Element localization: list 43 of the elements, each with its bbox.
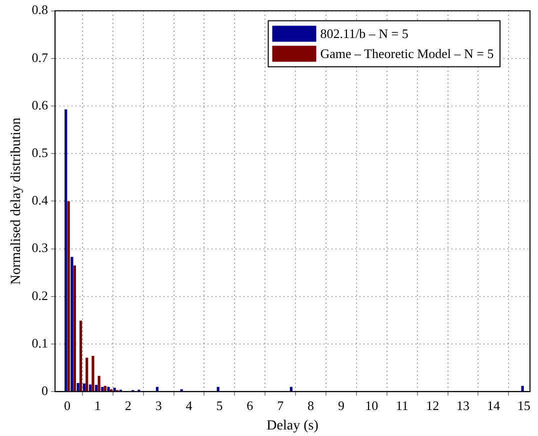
y-axis-title: Normalised delay distribution: [9, 118, 24, 285]
y-tick-label: 0.4: [32, 192, 49, 208]
bar: [70, 256, 74, 392]
bar: [64, 109, 68, 392]
x-tick-label: 8: [308, 398, 314, 413]
x-tick-label: 4: [186, 398, 193, 413]
x-tick-label: 6: [246, 398, 254, 413]
bar: [95, 384, 98, 392]
x-tick-label: 15: [517, 398, 530, 413]
bar: [73, 265, 76, 392]
y-tick-label: 0.7: [32, 50, 49, 65]
x-tick-label: 11: [396, 398, 408, 413]
bar: [76, 383, 80, 392]
y-tick-label: 0.2: [32, 288, 48, 303]
bar: [92, 356, 94, 392]
x-axis-title: Delay (s): [266, 418, 319, 434]
y-tick-label: 0.5: [32, 145, 48, 160]
x-tick-label: 7: [277, 398, 284, 413]
x-tick-label: 0: [64, 398, 70, 413]
x-tick-label: 10: [365, 398, 378, 413]
legend-label: Game – Theoretic Model – N = 5: [320, 46, 494, 62]
x-tick-label: 1: [94, 398, 101, 413]
x-tick-label: 2: [124, 398, 132, 413]
x-tick-label: 14: [486, 398, 500, 413]
y-tick-label: 0: [42, 383, 48, 398]
x-tick-label: 5: [216, 398, 223, 413]
x-tick-label: 12: [426, 398, 440, 413]
bar: [79, 320, 82, 392]
bar: [86, 358, 88, 392]
bar: [98, 376, 100, 392]
bar: [107, 386, 110, 392]
bar: [521, 386, 524, 392]
x-tick-label: 9: [338, 398, 344, 413]
legend-label: 802.11/b – N = 5: [320, 26, 408, 42]
bar: [82, 384, 86, 392]
bar: [88, 384, 92, 392]
bar: [67, 201, 70, 392]
x-tick-label: 3: [155, 398, 162, 413]
y-tick-label: 0.1: [32, 335, 48, 350]
y-tick-label: 0.6: [32, 97, 49, 112]
y-tick-label: 0.8: [32, 2, 48, 18]
x-tick-label: 13: [456, 398, 470, 413]
y-tick-label: 0.3: [32, 240, 48, 256]
